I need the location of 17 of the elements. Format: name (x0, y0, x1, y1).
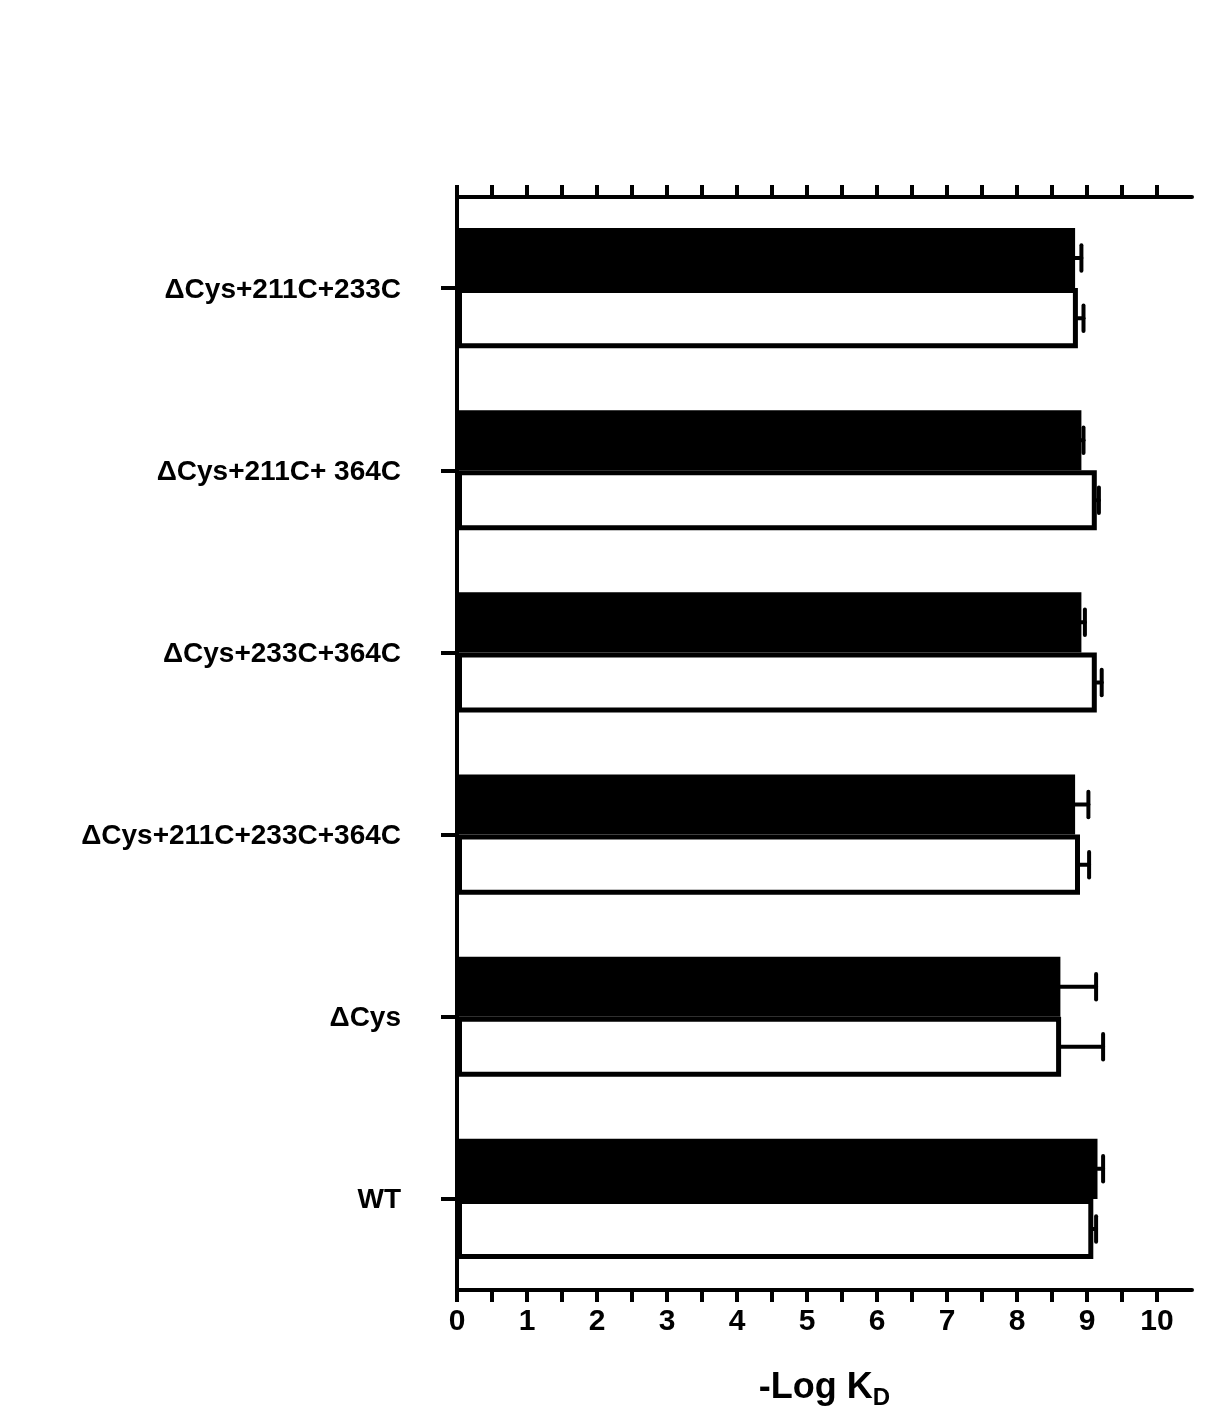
x-tick-label: 1 (518, 1302, 536, 1336)
y-tick-label: ΔCys (329, 1001, 401, 1033)
x-tick-label: 6 (868, 1302, 886, 1336)
x-tick-label: 2 (588, 1302, 606, 1336)
y-tick-label: WT (357, 1183, 401, 1215)
x-tick-label: 4 (728, 1302, 746, 1336)
x-tick-label: 0 (448, 1302, 466, 1336)
x-tick-label: 5 (798, 1302, 816, 1336)
x-tick-label: 9 (1078, 1302, 1096, 1336)
y-tick-label: ΔCys+211C+233C+364C (81, 819, 401, 851)
y-tick-label: ΔCys+233C+364C (162, 636, 401, 668)
y-tick-label: ΔCys+211C+233C (164, 272, 401, 304)
x-tick-label: 7 (938, 1302, 956, 1336)
x-tick-label: 10 (1140, 1302, 1174, 1336)
x-tick-label: 8 (1008, 1302, 1026, 1336)
y-tick-label: ΔCys+211C+ 364C (156, 454, 401, 486)
x-tick-label: 3 (658, 1302, 676, 1336)
